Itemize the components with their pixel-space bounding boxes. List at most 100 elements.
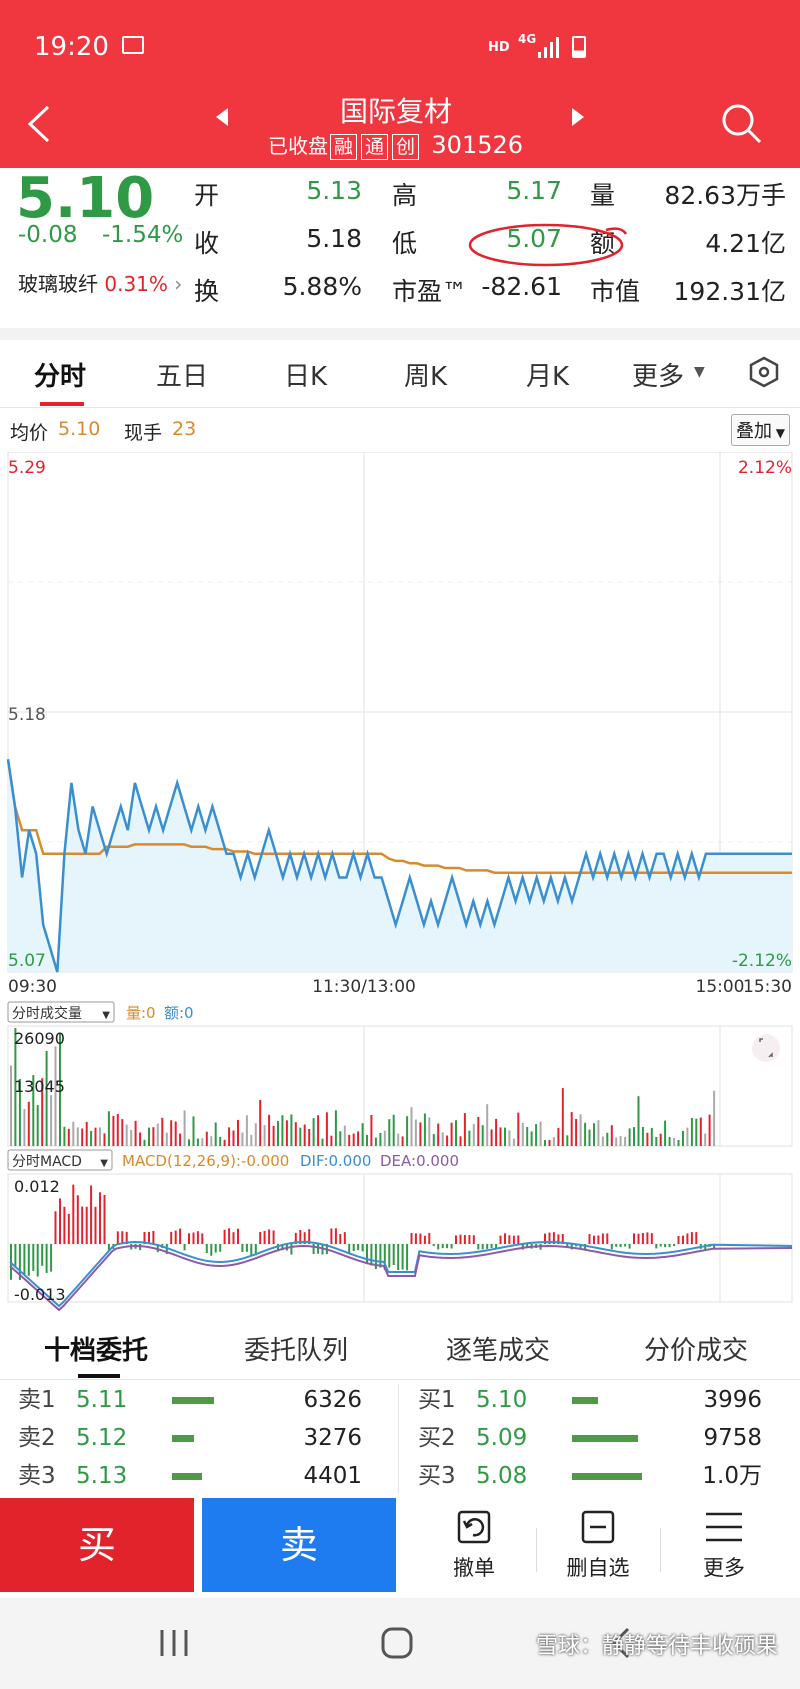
volume-bar	[325, 1112, 328, 1146]
macd-bar	[348, 1244, 351, 1255]
volume-bar	[597, 1120, 600, 1146]
macd-bar	[597, 1235, 600, 1244]
expand-icon[interactable]	[752, 1034, 780, 1062]
tab-five-day[interactable]: 五日	[156, 362, 209, 392]
volume-bar	[495, 1118, 498, 1146]
macd-bar	[512, 1235, 515, 1244]
tab-order-queue[interactable]: 委托队列	[244, 1336, 349, 1366]
order-book-row[interactable]: 买3 5.08 1.0万	[400, 1458, 780, 1494]
volume-bar	[205, 1131, 208, 1146]
system-nav-bar: 雪球：静静等待丰收硕果	[0, 1598, 800, 1689]
volume-selector-label: 分时成交量	[12, 1005, 82, 1022]
back-nav-icon[interactable]	[610, 1626, 632, 1660]
search-icon[interactable]	[720, 102, 764, 146]
order-book-row[interactable]: 卖1 5.11 6326	[0, 1382, 380, 1418]
hand-drawn-circle-annotation	[468, 223, 628, 267]
volume-selector[interactable]	[7, 1001, 115, 1023]
avg-value: 5.10	[58, 418, 101, 440]
sector-link[interactable]: 玻璃玻纤 0.31% ›	[18, 268, 182, 297]
overlay-button[interactable]: 叠加 ▼	[730, 414, 790, 446]
order-book-row[interactable]: 买2 5.09 9758	[400, 1420, 780, 1456]
volume-bar	[633, 1127, 635, 1146]
macd-bar	[610, 1244, 613, 1250]
undo-icon	[457, 1510, 491, 1544]
macd-bar	[668, 1244, 671, 1248]
volume-bar	[348, 1134, 351, 1146]
cancel-order-label: 撤单	[453, 1556, 495, 1580]
volume-bar	[330, 1135, 333, 1146]
tab-monthly-k[interactable]: 月K	[526, 362, 570, 392]
recent-apps-icon[interactable]	[158, 1628, 190, 1658]
buy-button[interactable]: 买	[0, 1498, 194, 1592]
volume-bar	[352, 1133, 355, 1146]
macd-bar	[414, 1233, 417, 1244]
macd-bar	[107, 1244, 110, 1252]
volume-bar	[272, 1126, 275, 1146]
sector-pct: 0.31%	[104, 272, 168, 296]
quote-panel: 5.10 -0.08 -1.54% 玻璃玻纤 0.31% › 开 5.13 收 …	[0, 166, 800, 328]
tab-price-trades[interactable]: 分价成交	[644, 1336, 749, 1366]
sell-button[interactable]: 卖	[202, 1498, 396, 1592]
macd-bar	[361, 1244, 364, 1252]
macd-bar	[463, 1235, 466, 1244]
volume-bar	[601, 1136, 604, 1146]
order-book-row[interactable]: 卖3 5.13 4401	[0, 1458, 380, 1494]
volume-bar	[566, 1135, 569, 1146]
home-icon[interactable]	[380, 1626, 414, 1660]
macd-bar	[481, 1244, 484, 1250]
order-price: 5.08	[476, 1463, 528, 1489]
macd-bar	[32, 1244, 35, 1271]
volume-bar	[646, 1132, 649, 1146]
prev-stock-icon[interactable]	[216, 108, 230, 126]
macd-bar	[459, 1234, 462, 1244]
macd-selector[interactable]	[7, 1149, 113, 1171]
tab-tick-trades[interactable]: 逐笔成交	[446, 1336, 551, 1366]
volume-bar	[339, 1131, 342, 1146]
volume-bar	[481, 1125, 484, 1146]
volume-bar	[312, 1118, 315, 1146]
settings-hexagon-icon[interactable]	[748, 356, 780, 388]
back-icon[interactable]	[26, 104, 52, 144]
volume-bar	[321, 1138, 324, 1146]
tab-more[interactable]: 更多	[632, 362, 685, 392]
macd-bar	[406, 1244, 409, 1271]
time-label-open: 09:30	[8, 977, 57, 997]
macd-bar	[477, 1244, 480, 1250]
volume-bar	[490, 1129, 493, 1146]
more-button[interactable]: 更多	[670, 1508, 778, 1588]
macd-bar	[557, 1234, 560, 1244]
volume-bar	[526, 1127, 529, 1146]
volume-bar	[499, 1127, 502, 1146]
tab-ten-level[interactable]: 十档委托	[44, 1336, 149, 1366]
tab-daily-k[interactable]: 日K	[284, 362, 328, 392]
tab-intraday[interactable]: 分时	[34, 362, 87, 392]
volume-bar	[259, 1099, 262, 1146]
macd-bar	[410, 1233, 413, 1244]
cancel-order-button[interactable]: 撤单	[420, 1508, 528, 1588]
volume-bar	[32, 1075, 35, 1146]
macd-bar	[223, 1229, 226, 1244]
mcap-label: 市值	[590, 277, 641, 306]
macd-bar	[50, 1244, 53, 1272]
volume-bar	[192, 1116, 195, 1146]
volume-bar	[521, 1122, 524, 1146]
amount-label: 额:0	[164, 1004, 194, 1022]
stock-name: 国际复材	[340, 95, 453, 128]
volume-bar	[379, 1133, 382, 1146]
volume-bar	[308, 1129, 311, 1146]
hd-icon: HD	[488, 40, 510, 55]
delete-favorite-button[interactable]: 删自选	[544, 1508, 652, 1588]
macd-bar	[352, 1244, 355, 1251]
volume-bar	[357, 1131, 360, 1146]
caret-down-icon: ▼	[102, 1010, 110, 1021]
order-book-row[interactable]: 买1 5.10 3996	[400, 1382, 780, 1418]
volume-bar	[686, 1127, 689, 1146]
volume-bar	[343, 1125, 346, 1146]
next-stock-icon[interactable]	[570, 108, 584, 126]
macd-bar	[428, 1232, 431, 1244]
price-area	[8, 759, 792, 972]
order-book-row[interactable]: 卖2 5.12 3276	[0, 1420, 380, 1456]
tab-weekly-k[interactable]: 周K	[404, 362, 448, 392]
volume-bar	[183, 1110, 186, 1146]
macd-bar	[268, 1229, 271, 1244]
